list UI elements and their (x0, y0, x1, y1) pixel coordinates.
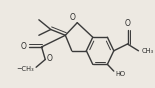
Text: O: O (70, 13, 75, 22)
Text: O: O (20, 42, 26, 51)
Text: HO: HO (116, 71, 126, 77)
Text: −CH₃: −CH₃ (17, 66, 34, 72)
Text: O: O (47, 54, 53, 63)
Text: CH₃: CH₃ (141, 48, 153, 54)
Text: O: O (125, 19, 131, 28)
